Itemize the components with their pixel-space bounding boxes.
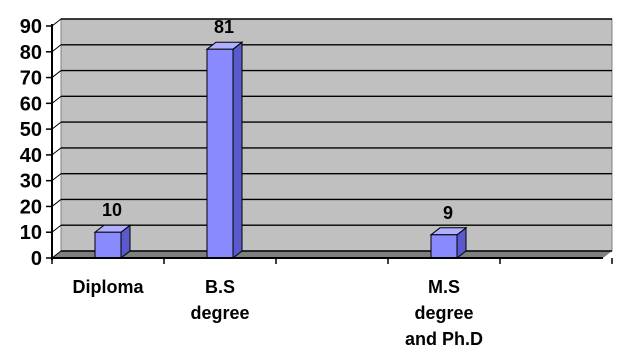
plot-area [52,18,613,258]
y-tick-label: 50 [20,119,42,141]
bar-front [206,48,234,259]
plot-back-wall [60,18,613,252]
category-label-line: Diploma [72,277,144,297]
gridline-side [51,70,62,78]
gridline-side [51,147,62,156]
gridline-side [51,18,62,27]
y-tick-label: 10 [20,222,42,244]
gridline-side [51,121,62,130]
y-tick-label: 60 [20,93,42,115]
gridline-side [51,173,62,182]
y-tick-label: 30 [20,171,42,193]
bar [93,224,132,260]
gridlines [51,18,612,259]
data-labels: 10 81 9 [102,17,453,223]
data-label: 81 [214,17,234,37]
gridline-side [51,95,62,104]
gridline-side [51,250,62,259]
y-axis-ticks: 0 10 20 30 40 50 60 70 80 90 [20,16,52,270]
y-tick-label: 40 [20,145,42,167]
bar-side [232,41,243,260]
y-tick-label: 20 [20,196,42,218]
y-tick-label: 80 [20,42,42,64]
y-tick-label: 70 [20,68,42,90]
category-label-line: B.S [205,277,235,297]
data-label: 10 [102,200,122,220]
gridline-side [51,224,62,233]
gridline-side [51,199,62,207]
y-tick-label: 90 [20,16,42,38]
category-label-line: M.S [428,277,460,297]
y-tick-label: 0 [31,248,42,270]
x-axis-labels: Diploma B.S degree M.S degree and Ph.D [72,277,483,349]
bar-front [430,234,458,259]
category-label-line: and Ph.D [405,329,483,349]
category-label: Diploma [72,277,144,297]
data-label: 9 [443,203,453,223]
category-label-line: degree [190,303,249,323]
category-label: B.S degree [190,277,249,323]
gridline-side [51,44,62,53]
category-label-line: degree [414,303,473,323]
bar [205,41,244,260]
plot-floor [52,251,612,258]
bar [429,226,468,260]
category-label: M.S degree and Ph.D [405,277,483,349]
bars [93,41,468,260]
axes [51,24,613,264]
bar-front [94,231,122,259]
